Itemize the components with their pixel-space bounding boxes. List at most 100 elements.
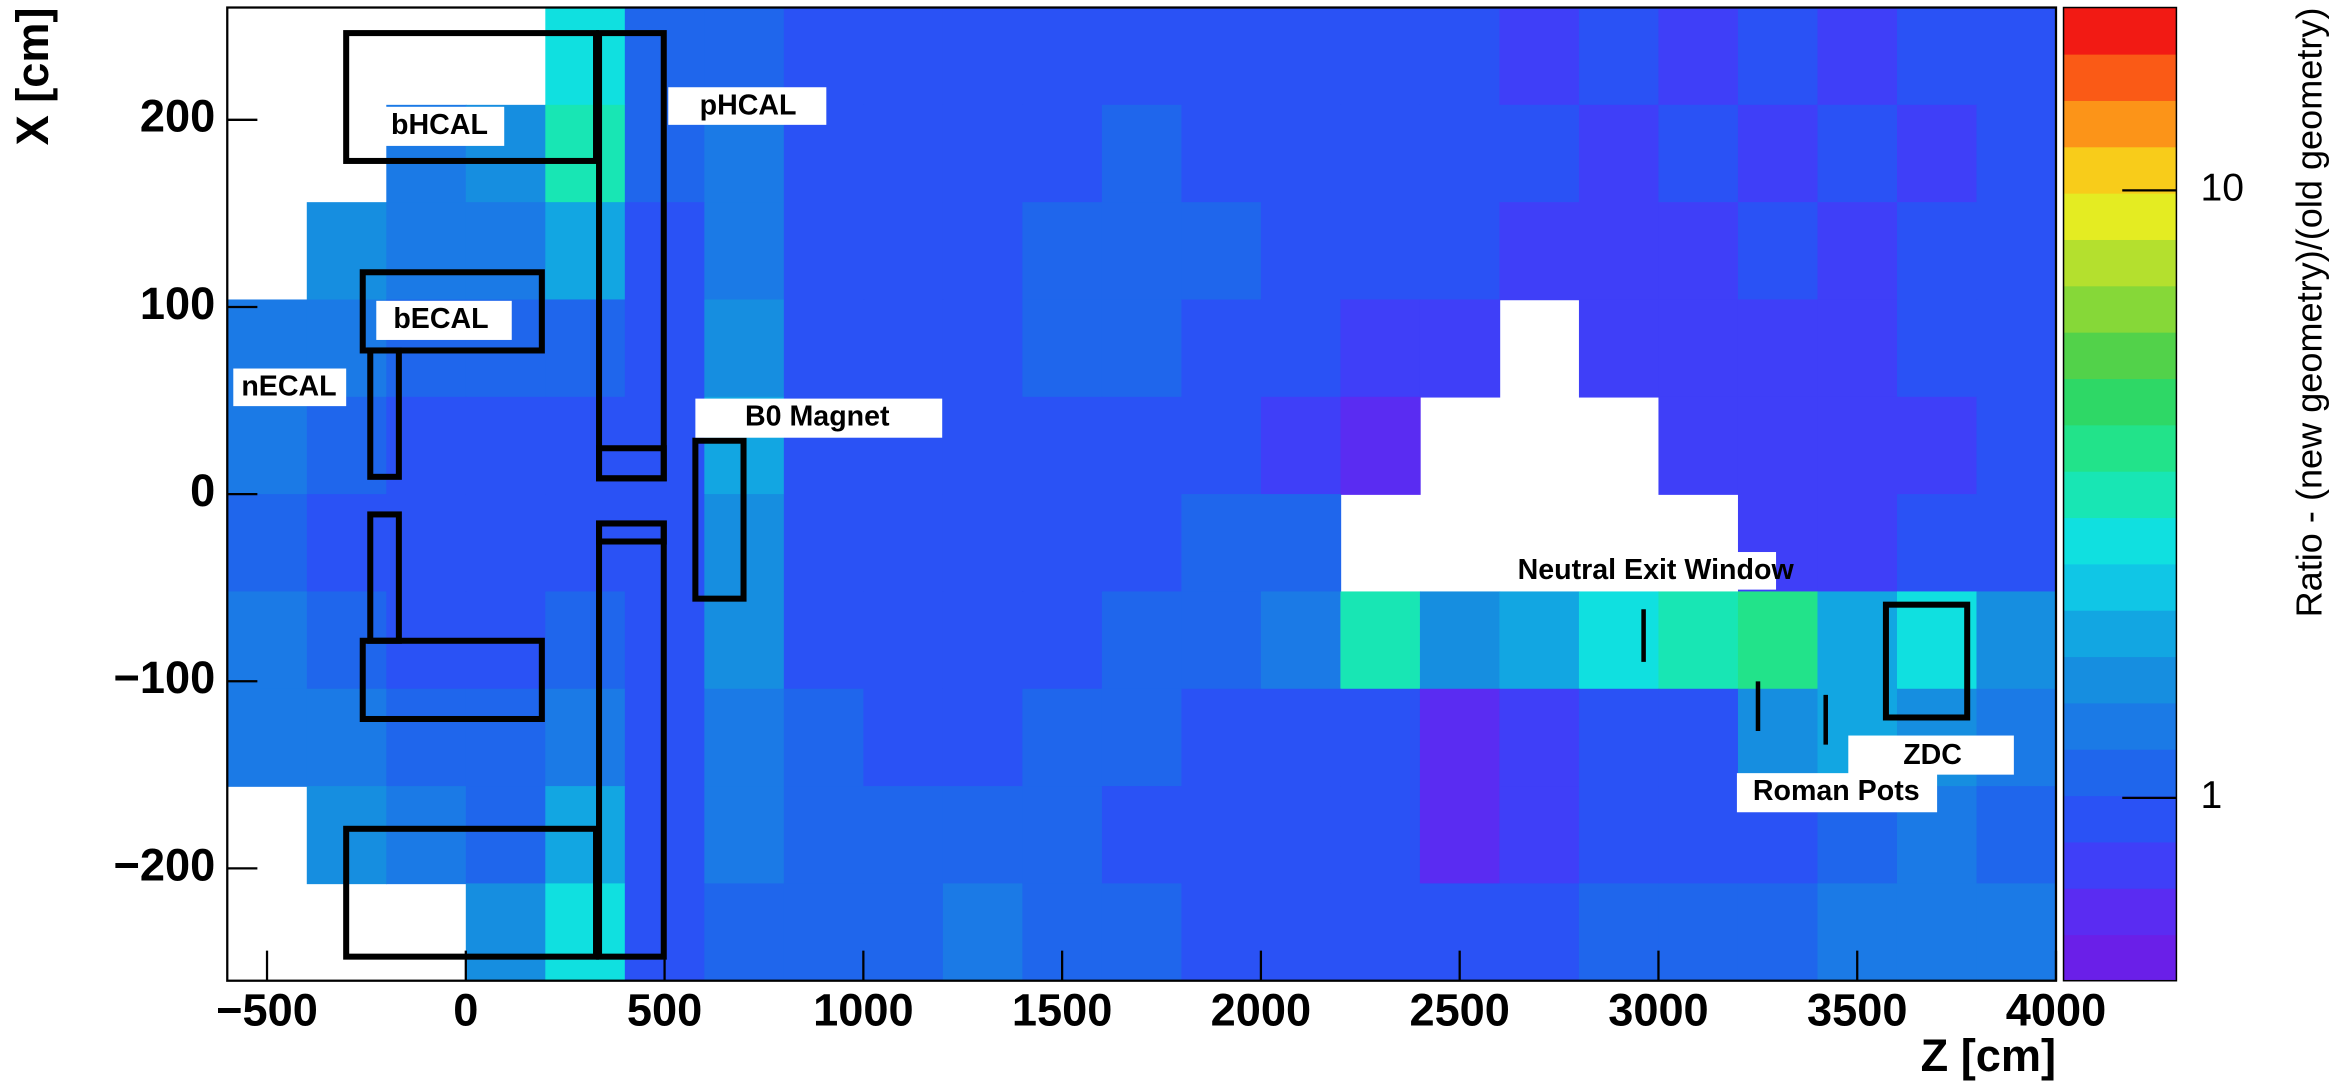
heatmap-cell — [942, 104, 1024, 203]
colorbar-tick-label: 1 — [2200, 774, 2222, 817]
heatmap-cell — [1419, 786, 1501, 885]
x-tick-label: 1000 — [813, 985, 913, 1036]
heatmap-cell — [783, 591, 865, 690]
label-background — [1736, 773, 1938, 813]
heatmap-cell — [863, 591, 944, 690]
detector-box — [692, 437, 747, 602]
colorbar-band — [2063, 331, 2177, 380]
heatmap-cell — [863, 883, 944, 982]
heatmap-cell — [1499, 883, 1580, 982]
detector-overlay: bHCAL pHCAL bECAL nECAL B0 Magnet Neutral Exi… — [233, 30, 2014, 960]
detector-box — [367, 347, 402, 480]
colorbar-band — [2063, 378, 2177, 426]
heatmap-cell — [1976, 591, 2057, 690]
heatmap-cell — [1022, 202, 1103, 301]
label-background — [376, 300, 512, 340]
x-tick-label: 500 — [627, 985, 702, 1036]
colorbar-band — [2063, 53, 2177, 101]
heatmap-cell — [1976, 299, 2057, 398]
heatmap-cell — [1976, 786, 2057, 885]
heatmap-cell — [1340, 688, 1421, 787]
heatmap-cell — [465, 688, 547, 787]
heatmap-cell — [1896, 883, 1978, 982]
colorbar-band — [2063, 239, 2177, 287]
heatmap-cell — [783, 786, 865, 885]
heatmap-cell — [1499, 591, 1580, 690]
heatmap-cell — [1817, 7, 1898, 106]
heatmap-cell — [863, 104, 944, 203]
colorbar-frame — [2062, 6, 2178, 982]
colorbar-title: Ratio - (new geometry)/(old geometry) — [2288, 8, 2329, 618]
colorbar-band — [2063, 517, 2177, 565]
colorbar-band — [2063, 563, 2177, 611]
heatmap-cell — [1976, 883, 2057, 982]
colorbar-band — [2063, 146, 2177, 194]
heatmap-cell — [306, 688, 388, 787]
heatmap-cell — [1260, 7, 1342, 106]
heatmap-cell — [465, 396, 547, 495]
colorbar-band — [2063, 795, 2177, 843]
heatmap-cell — [386, 202, 467, 301]
heatmap-cell — [1976, 494, 2057, 593]
label-background — [233, 368, 347, 407]
x-tick-label: 2000 — [1211, 985, 1311, 1036]
heatmap-cell — [1737, 396, 1819, 495]
heatmap-cell — [863, 299, 944, 398]
heatmap-cell — [545, 688, 626, 787]
heatmap-cell — [1737, 591, 1819, 690]
heatmap-cell — [942, 299, 1024, 398]
heatmap-cell — [1181, 883, 1262, 982]
heatmap-cell — [1499, 688, 1580, 787]
annotation: Neutral Exit Window — [1518, 554, 1795, 586]
heatmap-cell — [465, 202, 547, 301]
heatmap-cell — [1260, 104, 1342, 203]
y-tick-label: −200 — [114, 839, 216, 890]
heatmap-cell — [704, 883, 785, 982]
colorbar-band — [2063, 424, 2177, 472]
heatmap-cell — [1260, 202, 1342, 301]
heatmap-cell — [1101, 299, 1183, 398]
y-tick-label: 200 — [140, 91, 215, 142]
label-background — [376, 106, 505, 146]
heatmap-cell — [386, 688, 467, 787]
heatmap-cell — [1022, 494, 1103, 593]
heatmap-cell — [306, 396, 388, 495]
heatmap-cell — [1658, 786, 1739, 885]
label-background — [695, 398, 943, 438]
heatmap-cell — [1340, 299, 1421, 398]
colorbar-band — [2063, 888, 2177, 936]
label-background — [1848, 735, 2014, 775]
heatmap-cell — [1419, 299, 1501, 398]
detector-box — [1882, 601, 1971, 721]
annotation: B0 Magnet — [745, 401, 890, 433]
colorbar-tick-label: 10 — [2200, 167, 2244, 210]
heatmap-cell — [1260, 299, 1342, 398]
colorbar-band — [2063, 100, 2177, 148]
heatmap — [227, 7, 2057, 982]
heatmap-cell — [1101, 494, 1183, 593]
heatmap-cell — [783, 494, 865, 593]
colorbar-band — [2063, 470, 2177, 519]
heatmap-cell — [1340, 786, 1421, 885]
heatmap-cell — [465, 883, 547, 982]
heatmap-cell — [704, 688, 785, 787]
heatmap-cell — [1022, 104, 1103, 203]
heatmap-cell — [1260, 688, 1342, 787]
x-tick-label: 0 — [453, 985, 478, 1036]
heatmap-cell — [306, 202, 388, 301]
heatmap-cell — [1181, 7, 1262, 106]
heatmap-cell — [1976, 7, 2057, 106]
x-tick-label: 3000 — [1608, 985, 1708, 1036]
heatmap-cell — [1658, 688, 1739, 787]
heatmap-cell — [1817, 494, 1898, 593]
heatmap-cell — [783, 883, 865, 982]
heatmap-cell — [1101, 202, 1183, 301]
heatmap-cell — [1737, 104, 1819, 203]
heatmap-cell — [306, 494, 388, 593]
colorbar-band — [2063, 192, 2177, 240]
y-tick-label: 100 — [140, 278, 215, 329]
heatmap-cell — [1340, 591, 1421, 690]
heatmap-cell — [1578, 202, 1660, 301]
x-tick-label: −500 — [216, 985, 318, 1036]
